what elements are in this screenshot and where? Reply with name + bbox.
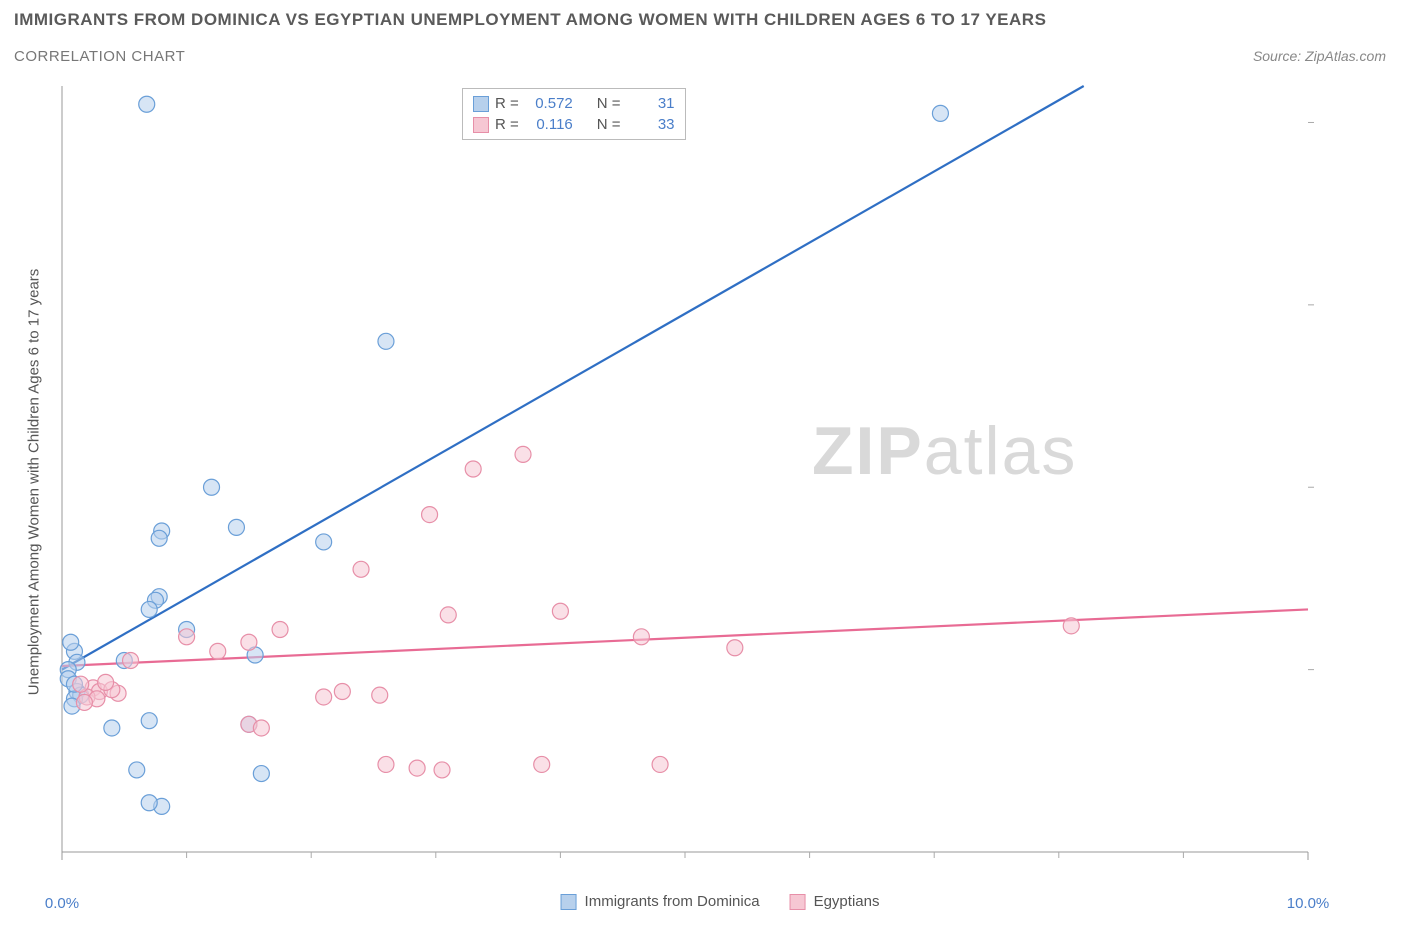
stat-n-value: 31	[627, 95, 675, 112]
page-subtitle: CORRELATION CHART	[14, 48, 185, 65]
scatter-plot-svg	[52, 82, 1388, 882]
correlation-chart: Unemployment Among Women with Children A…	[52, 82, 1388, 882]
y-tick-label: 10.0%	[1398, 661, 1406, 678]
y-axis-label: Unemployment Among Women with Children A…	[26, 269, 43, 696]
y-tick-label: 20.0%	[1398, 479, 1406, 496]
stats-legend: R = 0.572 N = 31 R = 0.116 N = 33	[462, 88, 686, 140]
y-tick-label: 30.0%	[1398, 296, 1406, 313]
stat-r-value: 0.116	[525, 116, 573, 133]
stat-n-label: N =	[597, 116, 621, 133]
series-legend: Immigrants from Dominica Egyptians	[561, 893, 880, 910]
legend-swatch	[790, 894, 806, 910]
stat-r-label: R =	[495, 116, 519, 133]
legend-item: Egyptians	[790, 893, 880, 910]
source-attribution: Source: ZipAtlas.com	[1253, 48, 1386, 64]
stat-n-label: N =	[597, 95, 621, 112]
legend-item: Immigrants from Dominica	[561, 893, 760, 910]
x-tick-label: 0.0%	[45, 895, 79, 912]
page-title: IMMIGRANTS FROM DOMINICA VS EGYPTIAN UNE…	[14, 10, 1046, 30]
legend-swatch	[473, 117, 489, 133]
legend-swatch	[561, 894, 577, 910]
legend-label: Immigrants from Dominica	[585, 893, 760, 910]
stats-legend-row: R = 0.572 N = 31	[473, 93, 675, 114]
stat-r-value: 0.572	[525, 95, 573, 112]
legend-label: Egyptians	[814, 893, 880, 910]
stat-r-label: R =	[495, 95, 519, 112]
stats-legend-row: R = 0.116 N = 33	[473, 114, 675, 135]
stat-n-value: 33	[627, 116, 675, 133]
y-tick-label: 40.0%	[1398, 114, 1406, 131]
x-tick-label: 10.0%	[1287, 895, 1330, 912]
legend-swatch	[473, 96, 489, 112]
